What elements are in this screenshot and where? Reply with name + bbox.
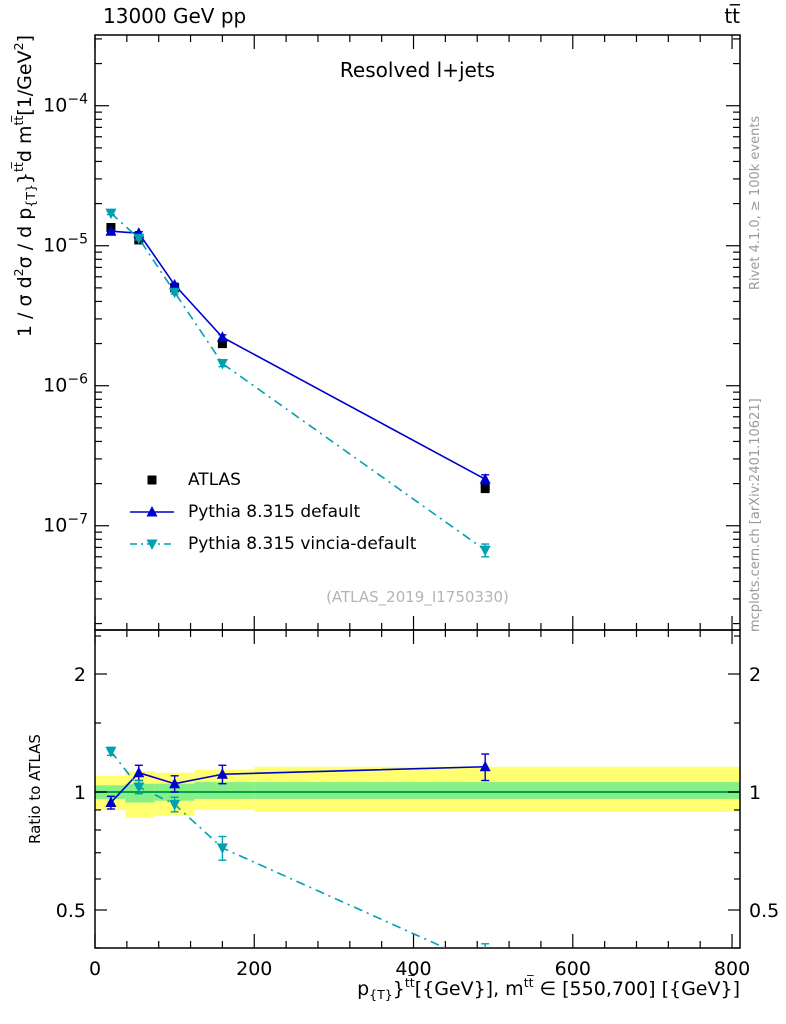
x-tick-label: 0 [89, 958, 101, 980]
marker-triangle-down [133, 233, 145, 245]
series-pythia-vincia [105, 208, 491, 558]
y-axis-title: 1 / σ d2σ / d p{T}}tt̅d mtt̅[1/GeV2] [11, 35, 39, 338]
ratio-tick-label: 2 [74, 664, 86, 686]
ratio-bands [95, 766, 740, 818]
series-pythia-default [105, 225, 491, 485]
legend-item-pythia-vincia: Pythia 8.315 vincia-default [129, 528, 416, 560]
marker-triangle-down [480, 961, 491, 972]
marker-triangle-down [133, 782, 145, 793]
marker-triangle-down [169, 799, 181, 811]
pythia-vincia-marker-icon [130, 539, 174, 550]
marker-triangle-up [479, 473, 491, 484]
marker-triangle-down [105, 208, 117, 220]
x-tick-label: 400 [395, 958, 431, 980]
ratio-tick-label: 1 [749, 782, 761, 804]
marker-triangle-up [479, 760, 491, 772]
ratio-tick-label: 0.5 [56, 900, 86, 922]
legend-item-atlas: ATLAS [129, 464, 416, 496]
x-axis-title: p{T}}tt̅[{GeV}], mtt̅ ∈ [550,700] [{GeV}… [357, 975, 740, 1003]
series-atlas [106, 222, 490, 494]
x-tick-label: 800 [714, 958, 750, 980]
analysis-watermark: (ATLAS_2019_I1750330) [326, 588, 509, 606]
x-tick-label: 200 [236, 958, 272, 980]
legend-label-atlas: ATLAS [188, 470, 241, 490]
ratio-tick-label: 2 [749, 664, 761, 686]
ratio-axis-title: Ratio to ATLAS [26, 734, 44, 844]
x-tick-label: 600 [555, 958, 591, 980]
series-ratio-pythia-vincia [105, 746, 491, 972]
legend: ATLAS Pythia 8.315 default Pythia 8.315 … [129, 464, 416, 560]
marker-square [147, 475, 157, 485]
y-tick-label: 10−4 [43, 92, 88, 117]
marker-triangle-down [105, 746, 117, 758]
marker-triangle-up [105, 796, 117, 808]
marker-square [217, 339, 227, 349]
ratio-frame [94, 629, 741, 949]
legend-label-pythia-vincia: Pythia 8.315 vincia-default [188, 534, 417, 554]
marker-triangle-down [146, 539, 158, 550]
rivet-version-credit: Rivet 4.1.0, ≥ 100k events [748, 115, 763, 290]
uncertainty-band-inner [254, 782, 740, 799]
marker-triangle-down [169, 287, 181, 299]
plot-title: Resolved l+jets [339, 58, 496, 82]
marker-triangle-down [216, 359, 228, 370]
pythia-vincia-line [110, 212, 486, 551]
y-tick-label: 10−5 [43, 232, 88, 257]
mcplots-credit: mcplots.cern.ch [arXiv:2401.10621] [748, 398, 763, 632]
marker-triangle-up [216, 331, 228, 342]
axis-ticks [94, 35, 740, 949]
pythia-default-marker-icon [130, 506, 174, 517]
atlas-marker-icon [147, 475, 157, 485]
process-title: tt̅ [724, 4, 740, 28]
y-tick-label: 10−6 [43, 372, 88, 397]
beam-energy-title: 13000 GeV pp [103, 4, 247, 28]
y-tick-label: 10−7 [43, 512, 88, 537]
marker-triangle-up [169, 278, 181, 290]
ratio-tick-label: 1 [74, 782, 86, 804]
tick-labels: 0 200 400 600 800 10−7 10−6 10−5 10−4 0.5 0.5 1 1 2 2 [43, 92, 779, 980]
marker-triangle-up [133, 766, 145, 778]
legend-item-pythia-default: Pythia 8.315 default [129, 496, 416, 528]
legend-label-pythia-default: Pythia 8.315 default [188, 502, 361, 522]
marker-triangle-up [169, 777, 181, 789]
marker-triangle-down [479, 545, 491, 557]
marker-triangle-up [216, 768, 228, 779]
marker-triangle-down [216, 843, 228, 854]
pythia-default-line [110, 230, 486, 480]
marker-square [480, 483, 490, 493]
uncertainty-band-inner [194, 782, 255, 799]
marker-triangle-up [146, 506, 158, 517]
ratio-tick-label: 0.5 [749, 900, 779, 922]
marker-triangle-up [105, 225, 117, 236]
